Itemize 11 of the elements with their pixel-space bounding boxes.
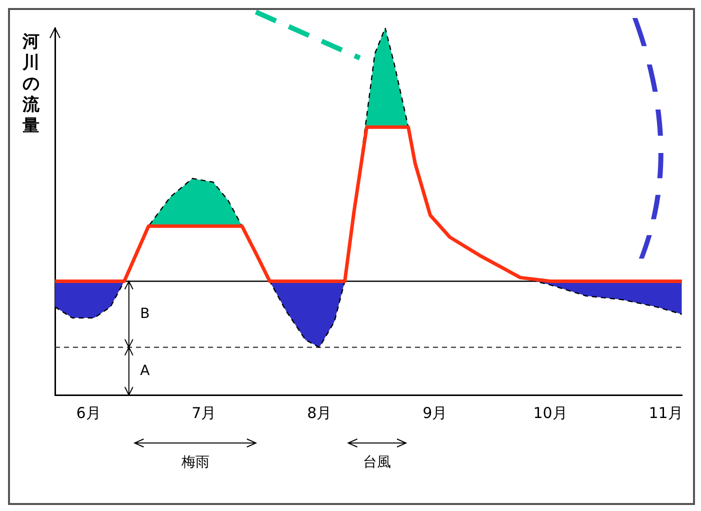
y-axis-title: 河川の流量: [22, 32, 40, 137]
x-tick-label: 8月: [307, 404, 332, 422]
annotation: B: [140, 306, 150, 322]
x-tick-label: 6月: [76, 404, 101, 422]
annotation: A: [140, 362, 150, 379]
x-tick-label: 11月: [648, 404, 683, 422]
x-tick-label: 7月: [192, 404, 216, 422]
text: 梅雨: [180, 454, 210, 471]
x-tick-label: 10月: [533, 404, 568, 422]
x-tick-label: 9月: [422, 404, 448, 422]
text: 台風: [363, 454, 392, 471]
